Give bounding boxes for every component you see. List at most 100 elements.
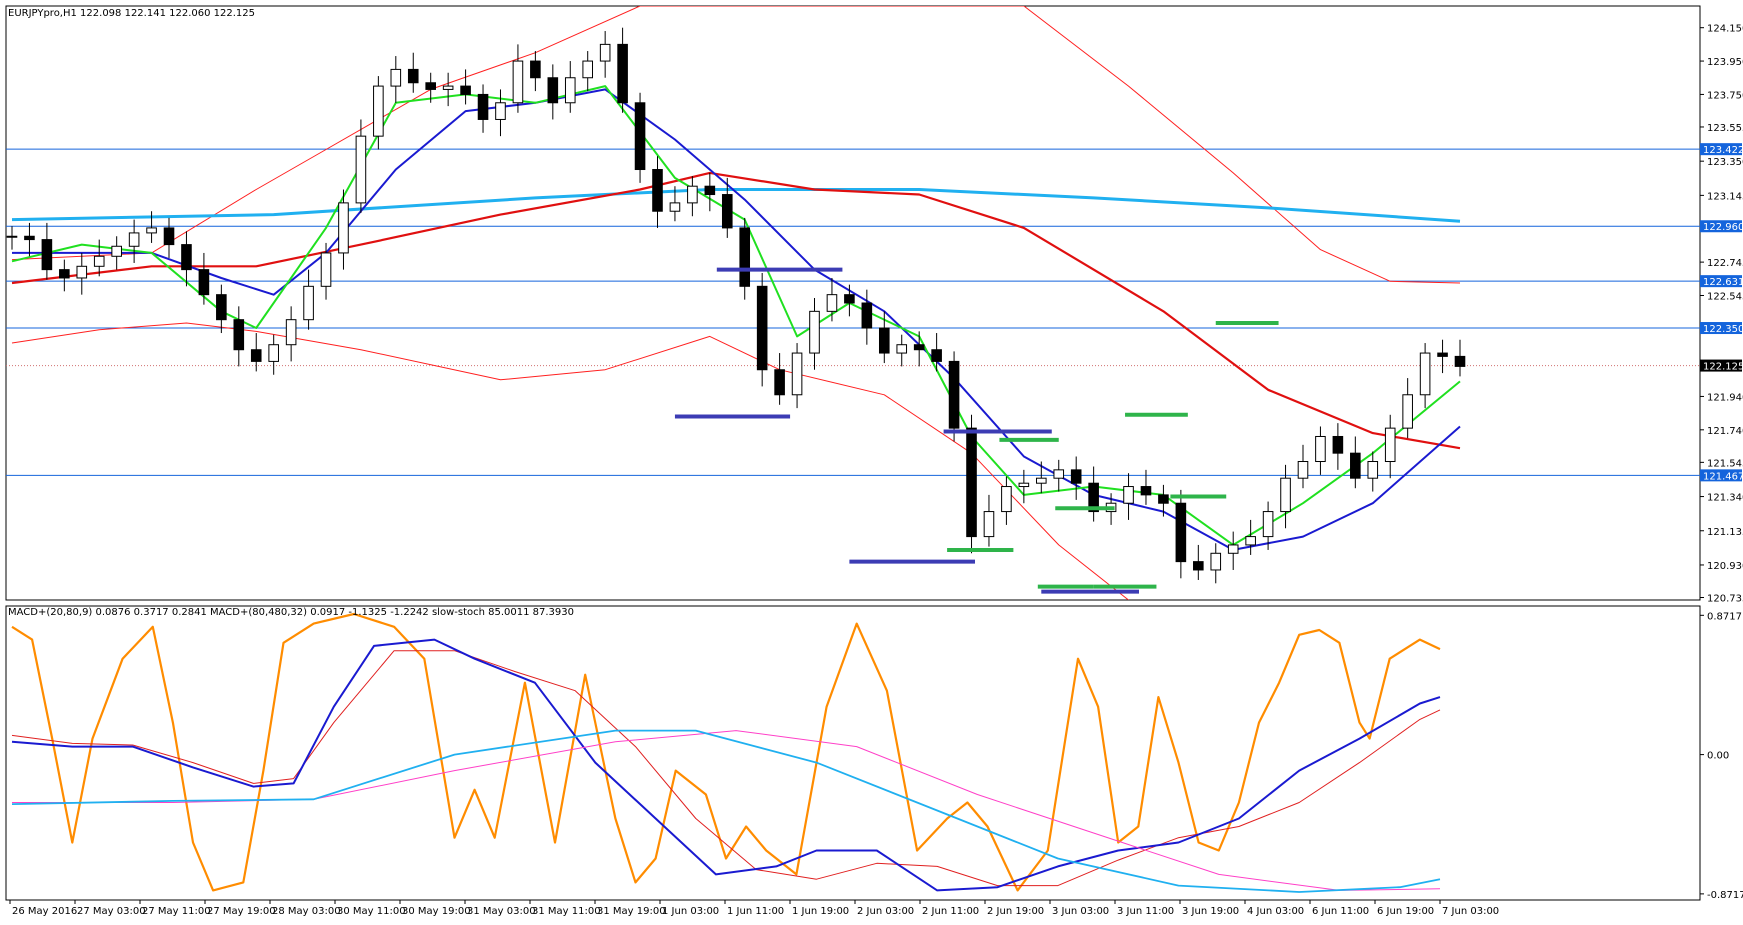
candle-body: [233, 319, 245, 351]
candle-body: [669, 202, 681, 212]
ema-green-line: [11, 85, 1461, 546]
indicator-tick-label: 0.8717: [1707, 611, 1742, 622]
indicator-series-line: [11, 729, 1441, 893]
candle-body: [390, 68, 402, 87]
candle-body: [216, 294, 227, 321]
level-price-label: 122.350: [1703, 324, 1743, 335]
candle-body: [721, 194, 733, 229]
price-tick-label: 120.930: [1707, 561, 1743, 572]
candle-body: [198, 269, 210, 296]
candle-body: [512, 60, 524, 104]
candle-body: [1315, 435, 1326, 463]
price-tick-label: 123.350: [1707, 157, 1743, 168]
current-price-label: 122.125: [1703, 362, 1743, 373]
time-tick-label: 31 May 11:00: [532, 906, 601, 917]
candle-body: [1262, 511, 1274, 538]
time-tick-label: 28 May 03:00: [272, 906, 341, 917]
candle-body: [1384, 427, 1396, 463]
price-tick-label: 121.545: [1707, 458, 1743, 469]
candle-body: [6, 235, 18, 238]
candle-body: [1227, 544, 1239, 554]
candle-body: [547, 77, 559, 104]
candle-body: [1350, 452, 1361, 479]
candle-body: [163, 227, 175, 246]
candle-body: [93, 255, 105, 267]
level-price-label: 122.960: [1703, 222, 1743, 233]
time-tick-label: 31 May 19:00: [597, 906, 666, 917]
sma-mid-line: [11, 171, 1461, 450]
current-price-tag: [1700, 359, 1742, 372]
time-tick-label: 3 Jun 11:00: [1117, 906, 1174, 917]
indicator-plot-area: [11, 612, 1441, 893]
time-tick-label: 31 May 03:00: [467, 906, 536, 917]
candle-body: [756, 285, 768, 371]
time-tick-label: 1 Jun 11:00: [727, 906, 784, 917]
candle-body: [704, 185, 716, 196]
time-tick-label: 26 May 2016: [12, 906, 77, 917]
time-tick-label: 2 Jun 19:00: [987, 906, 1044, 917]
candle-body: [338, 202, 349, 254]
candle-body: [966, 427, 977, 538]
bollinger-upper-line: [11, 6, 1461, 284]
candle-body: [826, 294, 838, 312]
symbol-header: EURJPYpro,H1 122.098 122.141 122.060 122…: [8, 8, 255, 19]
candle-body: [931, 349, 942, 362]
candle-body: [442, 85, 454, 90]
level-price-label: 123.422: [1703, 145, 1743, 156]
candle-body: [1158, 494, 1169, 504]
candle-body: [1437, 352, 1448, 357]
candle-body: [181, 244, 192, 271]
candle-body: [1332, 435, 1344, 454]
candle-body: [1053, 469, 1065, 479]
time-tick-label: 4 Jun 03:00: [1247, 906, 1304, 917]
indicator-panel-frame: [5, 605, 1701, 901]
level-price-label: 121.467: [1703, 471, 1743, 482]
time-tick-label: 27 May 11:00: [142, 906, 211, 917]
bollinger-lower-line: [11, 322, 1129, 600]
candle-body: [1070, 469, 1082, 484]
candle-body: [652, 169, 663, 212]
price-panel[interactable]: 124.150 123.950 123.750 123.555 123.350 123.1…: [5, 5, 1743, 604]
candle-body: [774, 369, 785, 396]
candle-body: [599, 43, 611, 62]
candle-body: [791, 352, 803, 396]
indicator-series-line: [12, 730, 1441, 891]
price-tick-label: 121.340: [1707, 493, 1743, 504]
candle-body: [861, 302, 873, 329]
candle-body: [564, 77, 576, 104]
candle-body: [878, 327, 890, 354]
candle-body: [809, 310, 820, 354]
price-tick-label: 121.740: [1707, 426, 1743, 437]
time-tick-label: 6 Jun 11:00: [1312, 906, 1369, 917]
candle-body: [41, 239, 53, 271]
price-tick-label: 123.555: [1707, 123, 1743, 134]
candle-body: [1018, 482, 1030, 488]
price-tick-label: 123.145: [1707, 191, 1743, 202]
candle-body: [1245, 536, 1256, 546]
candle-body: [634, 102, 646, 171]
time-tick-label: 1 Jun 19:00: [792, 906, 849, 917]
indicator-panel[interactable]: 0.8717 0.00 -0.8717: [5, 605, 1743, 901]
candle-body: [617, 43, 628, 104]
time-tick-label: 3 Jun 03:00: [1052, 906, 1109, 917]
price-tick-label: 123.750: [1707, 90, 1743, 101]
time-tick-label: 3 Jun 19:00: [1182, 906, 1239, 917]
indicator-series-line: [11, 650, 1441, 887]
candle-body: [1210, 552, 1222, 571]
candle-body: [1088, 482, 1099, 513]
indicator-tick-label: 0.00: [1707, 751, 1729, 762]
indicator-tick-label: -0.8717: [1707, 890, 1743, 901]
candle-body: [268, 344, 279, 362]
candle-body: [59, 269, 70, 279]
candle-body: [1419, 352, 1431, 396]
price-tick-label: 121.135: [1707, 527, 1743, 538]
price-tick-label: 121.940: [1707, 392, 1743, 403]
indicator-series-line: [11, 612, 1441, 892]
price-tick-label: 123.950: [1707, 57, 1743, 68]
candle-body: [530, 60, 541, 79]
candle-body: [1140, 486, 1152, 496]
candle-body: [739, 227, 751, 287]
